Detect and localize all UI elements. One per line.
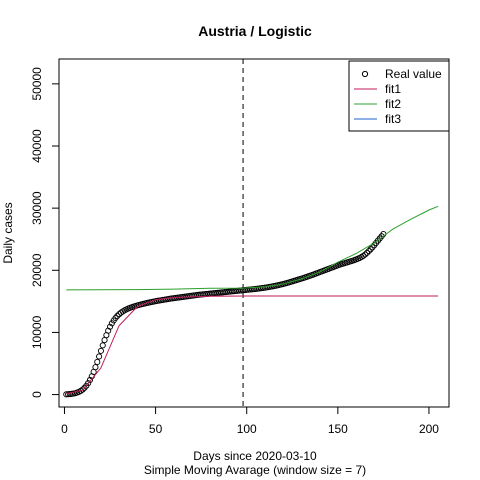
data-point bbox=[363, 249, 371, 256]
y-tick-label: 40000 bbox=[30, 129, 44, 163]
legend-label: fit1 bbox=[385, 82, 401, 96]
x-tick-label: 50 bbox=[149, 422, 163, 436]
data-point bbox=[97, 347, 104, 354]
y-tick-label: 50000 bbox=[30, 67, 44, 101]
x-tick-label: 200 bbox=[419, 422, 439, 436]
data-point bbox=[94, 358, 101, 365]
chart-title: Austria / Logistic bbox=[198, 23, 312, 39]
legend-point-marker bbox=[361, 70, 369, 78]
data-point bbox=[101, 337, 108, 344]
data-point bbox=[86, 376, 94, 384]
data-point bbox=[365, 248, 372, 255]
data-point bbox=[360, 252, 367, 259]
x-axis-label: Days since 2020-03-10 bbox=[193, 449, 317, 463]
data-point bbox=[112, 314, 119, 322]
series-layer bbox=[63, 205, 439, 398]
data-point bbox=[105, 327, 112, 334]
legend-label: fit2 bbox=[385, 97, 401, 111]
data-point bbox=[92, 364, 99, 371]
y-tick-label: 20000 bbox=[30, 253, 44, 287]
series-real-value bbox=[63, 230, 387, 398]
y-tick-label: 0 bbox=[30, 391, 44, 398]
data-point bbox=[99, 342, 106, 349]
chart-subtitle: Simple Moving Avarage (window size = 7) bbox=[144, 463, 366, 477]
legend-label: Real value bbox=[385, 67, 442, 81]
legend-box bbox=[348, 60, 450, 132]
x-tick-label: 100 bbox=[237, 422, 257, 436]
x-axis: 0 50 100 150 200 bbox=[61, 406, 439, 436]
series-line-fit1 bbox=[66, 295, 439, 395]
y-axis-label: Daily cases bbox=[1, 202, 15, 263]
x-tick-label: 150 bbox=[328, 422, 348, 436]
legend-label: fit3 bbox=[385, 112, 401, 126]
series-line-fit2 bbox=[66, 205, 439, 291]
data-point bbox=[106, 323, 114, 330]
y-tick-label: 30000 bbox=[30, 191, 44, 225]
data-point bbox=[362, 251, 369, 258]
data-point bbox=[79, 386, 86, 393]
x-tick-label: 0 bbox=[61, 422, 68, 436]
y-tick-label: 10000 bbox=[30, 315, 44, 349]
data-point bbox=[367, 246, 374, 253]
y-axis: 0 10000 20000 30000 40000 50000 bbox=[30, 67, 60, 398]
data-point bbox=[85, 380, 92, 387]
data-point bbox=[96, 353, 103, 360]
data-point bbox=[114, 312, 121, 320]
